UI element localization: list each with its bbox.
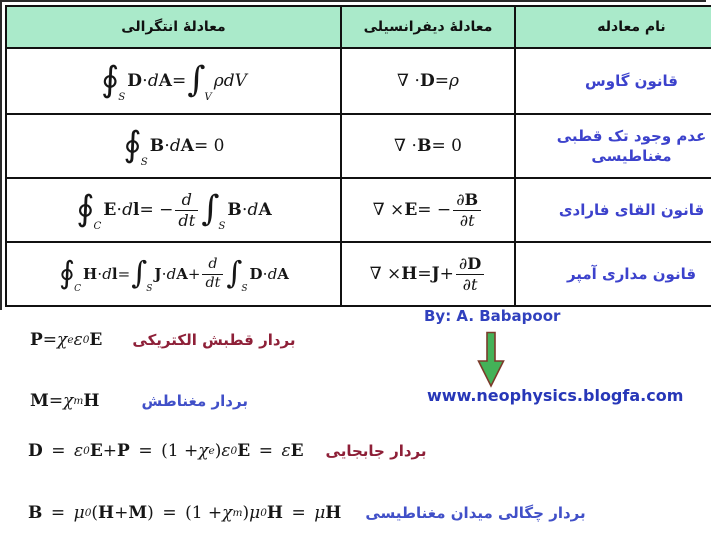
header-differential-equation: معادلۀ دیفرانسیلی xyxy=(340,5,516,49)
ampere-differential-cell: ∇ × H = J + ∂D ∂t xyxy=(340,241,516,307)
ampere-differential-equation: ∇ × H = J + ∂D ∂t xyxy=(370,254,487,294)
monopole-differential-equation: ∇ ⋅ B = 0 xyxy=(394,136,462,156)
magnetization-label: بردار مغناطش xyxy=(141,392,248,410)
header-integral-equation: معادلۀ انتگرالی xyxy=(5,5,342,49)
green-down-arrow-icon xyxy=(477,331,505,388)
author-credit: By: A. Babapoor xyxy=(424,307,561,325)
faraday-differential-cell: ∇ × E = − ∂B ∂t xyxy=(340,177,516,243)
faraday-differential-equation: ∇ × E = − ∂B ∂t xyxy=(373,190,483,230)
flux-density-label: بردار چگالی میدان مغناطیسی xyxy=(365,504,586,522)
ampere-law-name: قانون مداری آمپر xyxy=(514,241,711,307)
frame-left-line xyxy=(0,0,2,310)
gauss-law-name: قانون گاوس xyxy=(514,47,711,115)
gauss-differential-cell: ∇ ⋅ D = ρ xyxy=(340,47,516,115)
table-header-row: معادلۀ انتگرالی معادلۀ دیفرانسیلی نام مع… xyxy=(5,5,711,49)
gauss-differential-equation: ∇ ⋅ D = ρ xyxy=(396,71,460,91)
polarization-label: بردار قطبش الکتریکی xyxy=(132,331,296,349)
displacement-label: بردار جابجایی xyxy=(325,442,427,460)
header-equation-name: نام معادله xyxy=(514,5,711,49)
monopole-differential-cell: ∇ ⋅ B = 0 xyxy=(340,113,516,179)
frame-top-line xyxy=(0,0,706,2)
no-monopole-name: عدم وجود تک قطبی مغناطیسی xyxy=(514,113,711,179)
maxwell-equations-table: معادلۀ انتگرالی معادلۀ دیفرانسیلی نام مع… xyxy=(5,5,711,307)
faraday-law-name: قانون القای فارادی xyxy=(514,177,711,243)
website-url: www.neophysics.blogfa.com xyxy=(427,386,684,405)
